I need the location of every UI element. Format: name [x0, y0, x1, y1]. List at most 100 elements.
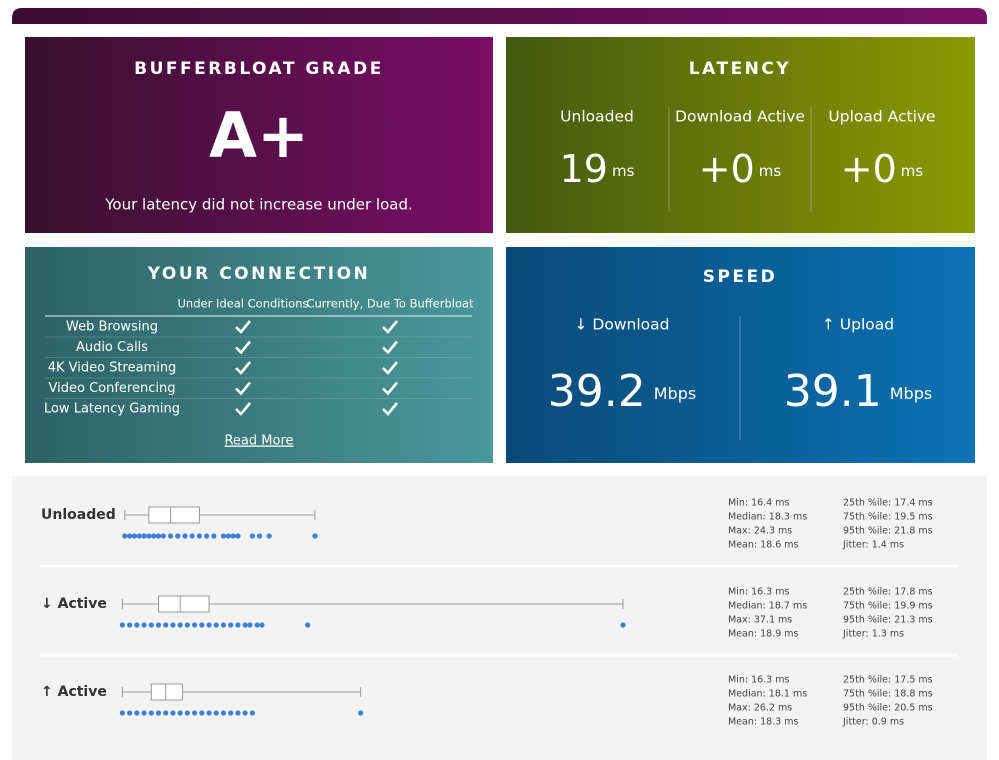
row-label: ↓ Active [41, 596, 107, 612]
stat: 75th %ile: 18.8 ms [843, 689, 933, 700]
sample-point [254, 622, 260, 628]
stat: Max: 24.3 ms [728, 526, 792, 537]
unit: Mbps [654, 384, 696, 403]
sample-point [192, 710, 198, 716]
card-title: YOUR CONNECTION [147, 264, 371, 284]
latency-label: Unloaded [560, 108, 634, 126]
sample-point [220, 622, 227, 628]
box [150, 683, 184, 701]
sample-point [127, 710, 133, 716]
sample-point [151, 533, 157, 539]
value: 19 [560, 147, 608, 191]
sample-point [155, 710, 162, 716]
latency-value: +0 ms [841, 147, 924, 191]
card-title: LATENCY [689, 59, 791, 79]
stat: 95th %ile: 20.5 ms [843, 703, 933, 714]
grade: A+ [209, 99, 309, 172]
sample-point [235, 533, 241, 539]
check-icon [382, 361, 399, 375]
value: 39.2 [548, 366, 646, 417]
sample-point [211, 533, 217, 539]
latency-label: Upload Active [828, 108, 935, 126]
use-case: 4K Video Streaming [48, 361, 177, 376]
value: 39.1 [784, 366, 882, 417]
stat: 95th %ile: 21.8 ms [843, 526, 933, 537]
sample-point [199, 710, 205, 716]
column-header: Under Ideal Conditions [178, 297, 309, 311]
sample-point [189, 533, 195, 539]
sample-point [247, 622, 253, 628]
top-bar [12, 8, 987, 24]
sample-point [163, 622, 169, 628]
read-more-link[interactable]: Read More [224, 434, 293, 449]
sample-point [148, 622, 154, 628]
sample-point [184, 710, 190, 716]
stat: 75th %ile: 19.5 ms [843, 512, 933, 523]
card-title: SPEED [703, 267, 778, 287]
sample-point [196, 533, 203, 539]
speed-value: 39.1 Mbps [784, 366, 932, 417]
latency-value: 19 ms [560, 147, 635, 191]
sample-point [134, 710, 140, 716]
latency-value: +0 ms [699, 147, 782, 191]
stat: Mean: 18.9 ms [728, 629, 799, 640]
stat: 95th %ile: 21.3 ms [843, 615, 933, 626]
row-label: Unloaded [41, 507, 116, 523]
sample-point [620, 622, 626, 628]
sample-point [213, 622, 219, 628]
box [158, 595, 210, 613]
sample-point [127, 622, 133, 628]
value: +0 [841, 147, 897, 191]
sample-point [167, 533, 174, 539]
sample-point [225, 533, 231, 539]
use-case: Low Latency Gaming [44, 402, 180, 417]
latency-label: Download Active [675, 108, 805, 126]
use-case: Video Conferencing [49, 381, 176, 396]
stat: Max: 37.1 ms [728, 615, 792, 626]
sample-point [220, 533, 227, 539]
stat: 25th %ile: 17.8 ms [843, 587, 933, 598]
sample-point [127, 533, 133, 539]
sample-point [119, 710, 126, 716]
unit: ms [759, 162, 782, 180]
sample-point [206, 710, 212, 716]
connection-card [25, 247, 493, 463]
sample-point [146, 533, 152, 539]
column-header: Currently, Due To Bufferbloat [306, 297, 474, 311]
sample-point [230, 533, 236, 539]
sample-point [148, 710, 154, 716]
check-icon [382, 381, 399, 396]
stat: Jitter: 0.9 ms [842, 717, 904, 728]
speed-label: ↓ Download [575, 316, 670, 334]
sample-point [160, 533, 166, 539]
sample-point [131, 533, 138, 539]
check-icon [382, 402, 399, 416]
stat: 25th %ile: 17.5 ms [843, 675, 933, 686]
sample-point [228, 622, 234, 628]
card-title: BUFFERBLOAT GRADE [134, 59, 384, 79]
stat: Median: 18.3 ms [728, 512, 807, 523]
sample-point [119, 622, 126, 628]
unit: ms [901, 162, 924, 180]
sample-point [235, 710, 241, 716]
stat: Jitter: 1.3 ms [842, 629, 904, 640]
sample-point [122, 533, 128, 539]
check-icon [235, 320, 252, 334]
sample-point [141, 710, 147, 716]
check-icon [235, 361, 252, 375]
sample-point [204, 533, 210, 539]
sample-point [177, 710, 183, 716]
grade-card [25, 37, 493, 233]
sample-point [170, 622, 176, 628]
stat: Min: 16.3 ms [728, 587, 790, 598]
sample-point [182, 533, 188, 539]
sample-point [266, 533, 272, 539]
stat: Min: 16.4 ms [728, 498, 790, 509]
sample-point [170, 710, 176, 716]
use-case: Web Browsing [66, 320, 158, 335]
stat: Max: 26.2 ms [728, 703, 792, 714]
sample-point [141, 622, 147, 628]
sample-point [249, 533, 255, 539]
unit: ms [612, 162, 635, 180]
check-icon [235, 402, 252, 416]
